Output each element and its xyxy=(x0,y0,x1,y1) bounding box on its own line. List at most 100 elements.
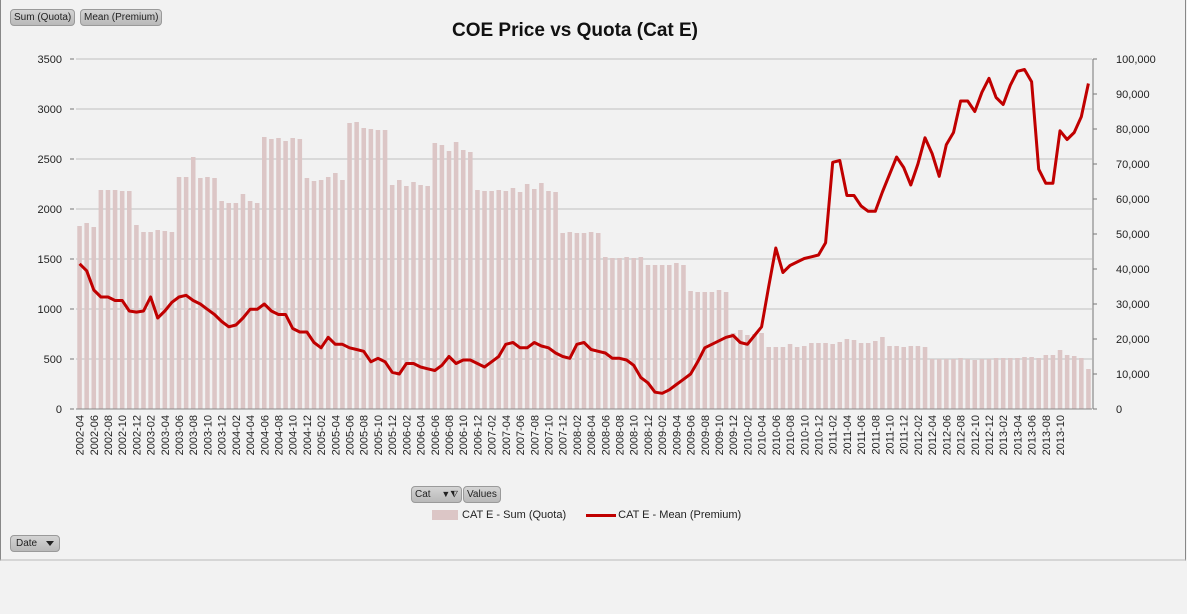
quota-bar xyxy=(787,344,793,409)
x-tick-label: 2010-04 xyxy=(757,415,769,455)
date-field-button[interactable]: Date xyxy=(10,535,60,552)
y2-tick-label: 30,000 xyxy=(1116,299,1150,311)
quota-bar xyxy=(325,177,331,409)
quota-bar xyxy=(809,343,814,409)
quota-bar xyxy=(546,191,551,409)
quota-bar xyxy=(794,347,800,409)
quota-bar xyxy=(816,343,821,409)
quota-bar xyxy=(1050,355,1056,409)
x-tick-label: 2010-12 xyxy=(813,415,825,455)
cat-field-button[interactable]: Cat ▼⧨ xyxy=(411,486,463,503)
x-tick-label: 2005-02 xyxy=(316,415,328,455)
x-tick-label: 2003-10 xyxy=(202,415,214,455)
quota-bar xyxy=(354,122,359,409)
x-tick-label: 2006-06 xyxy=(430,415,442,455)
x-tick-label: 2002-08 xyxy=(103,415,115,455)
quota-bar xyxy=(489,191,494,409)
x-tick-label: 2009-12 xyxy=(728,415,740,455)
x-tick-label: 2007-08 xyxy=(529,415,541,455)
quota-bar xyxy=(503,191,509,409)
quota-bar xyxy=(617,258,622,409)
y2-tick-label: 0 xyxy=(1116,404,1122,416)
quota-bar xyxy=(333,173,338,409)
quota-bar xyxy=(162,231,168,409)
quota-bar xyxy=(1008,358,1013,409)
quota-bar xyxy=(1000,358,1006,409)
x-tick-label: 2011-02 xyxy=(828,415,840,455)
x-tick-label: 2010-10 xyxy=(799,415,811,455)
quota-bar xyxy=(745,335,750,409)
x-tick-label: 2011-10 xyxy=(885,415,897,455)
quota-bar xyxy=(219,201,224,409)
quota-bar xyxy=(105,190,111,409)
quota-bar xyxy=(936,359,942,409)
quota-bar xyxy=(759,333,764,409)
x-tick-label: 2011-04 xyxy=(842,415,854,455)
quota-bar xyxy=(645,265,651,409)
quota-bar xyxy=(873,341,878,409)
x-tick-label: 2006-12 xyxy=(472,415,484,455)
quota-bar xyxy=(851,340,857,409)
quota-bar xyxy=(460,150,466,409)
quota-bar xyxy=(510,188,516,409)
quota-bar xyxy=(688,291,693,409)
chevron-down-icon xyxy=(45,540,54,546)
quota-bar xyxy=(858,343,864,409)
quota-bar xyxy=(1043,355,1049,409)
quota-bar xyxy=(496,190,502,409)
quota-bar xyxy=(240,194,246,409)
values-field-button[interactable]: Values xyxy=(463,486,501,503)
x-tick-label: 2004-10 xyxy=(288,415,300,455)
quota-bar xyxy=(297,139,303,409)
mean-premium-field-button[interactable]: Mean (Premium) xyxy=(80,9,163,26)
quota-bar xyxy=(198,178,203,409)
sum-quota-field-button[interactable]: Sum (Quota) xyxy=(10,9,76,26)
quota-bar xyxy=(418,185,423,409)
y-tick-label: 1000 xyxy=(38,304,62,316)
quota-bar xyxy=(823,343,828,409)
filter-icon[interactable]: ▼⧨ xyxy=(441,489,459,499)
x-tick-label: 2006-10 xyxy=(458,415,470,455)
quota-bar xyxy=(269,139,274,409)
quota-bar xyxy=(666,265,672,409)
x-tick-label: 2005-06 xyxy=(345,415,357,455)
chart-plot-area: 0 500 1000 1500 2000 2500 3000 3500 0 10,000 20,00… xyxy=(38,54,1156,455)
quota-bar xyxy=(972,360,978,409)
quota-bar xyxy=(709,292,715,409)
x-tick-label: 2004-02 xyxy=(231,415,243,455)
quota-bar xyxy=(581,233,587,409)
x-tick-label: 2007-04 xyxy=(501,415,513,455)
quota-bar xyxy=(411,182,416,409)
x-tick-label: 2005-10 xyxy=(373,415,385,455)
quota-bar xyxy=(723,292,729,409)
premium-line xyxy=(78,68,1090,395)
y-tick-label: 3000 xyxy=(38,104,62,116)
x-tick-label: 2008-06 xyxy=(600,415,612,455)
x-tick-label: 2007-10 xyxy=(543,415,555,455)
quota-bar xyxy=(176,177,182,409)
quota-bar xyxy=(560,233,565,409)
x-tick-label: 2006-02 xyxy=(401,415,413,455)
x-tick-label: 2006-04 xyxy=(416,415,428,455)
quota-bar xyxy=(1057,350,1063,409)
x-tick-label: 2004-12 xyxy=(302,415,314,455)
x-tick-label: 2011-08 xyxy=(870,415,882,455)
quota-bar xyxy=(638,257,644,409)
cat-field-label: Cat xyxy=(415,489,431,500)
quota-bar xyxy=(837,342,843,409)
x-tick-label: 2003-06 xyxy=(174,415,186,455)
quota-bar xyxy=(283,141,288,409)
quota-bar xyxy=(1022,357,1027,409)
quota-bar xyxy=(716,290,722,409)
quota-bar xyxy=(951,359,956,409)
quota-bar xyxy=(539,183,544,409)
quota-bar xyxy=(155,230,160,409)
quota-bar xyxy=(368,129,374,409)
quota-bar xyxy=(127,191,132,409)
quota-bar xyxy=(830,344,835,409)
quota-bar xyxy=(993,358,999,409)
x-tick-label: 2008-02 xyxy=(572,415,584,455)
y-tick-label: 2000 xyxy=(38,204,62,216)
quota-bar xyxy=(588,232,594,409)
quota-bar xyxy=(517,192,523,409)
